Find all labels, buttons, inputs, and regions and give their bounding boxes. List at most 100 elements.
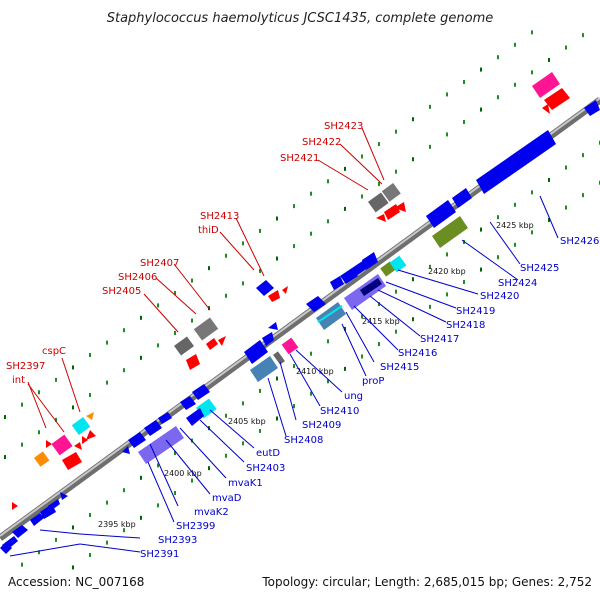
gene-red-2407-b[interactable] — [206, 338, 218, 350]
gene-blue-small-2410[interactable] — [268, 322, 278, 330]
label-sh2424[interactable]: SH2424 — [498, 278, 537, 289]
gene-gray-2406[interactable] — [193, 317, 219, 341]
gene-eutd-b[interactable] — [262, 332, 274, 346]
label-eutd[interactable]: eutD — [256, 448, 280, 459]
gene-red-small-2[interactable] — [46, 440, 52, 448]
gene-red-2423-a[interactable] — [376, 214, 386, 222]
label-sh2403[interactable]: SH2403 — [246, 463, 285, 474]
gene-magenta-2409[interactable] — [281, 337, 299, 355]
gene-red-arrow-1[interactable] — [62, 452, 82, 470]
label-sh2410[interactable]: SH2410 — [320, 406, 359, 417]
label-sh2423[interactable]: SH2423 — [324, 121, 363, 132]
gene-2416[interactable] — [340, 268, 358, 284]
gene-sh2391-a[interactable] — [2, 536, 18, 551]
gene-2418-inner[interactable] — [360, 278, 382, 296]
label-sh2406[interactable]: SH2406 — [118, 272, 157, 283]
gene-orange-small[interactable] — [86, 412, 94, 420]
label-sh2422[interactable]: SH2422 — [302, 137, 341, 148]
track-tick — [395, 129, 397, 134]
gene-blue-2413[interactable] — [256, 280, 274, 296]
gene-ung[interactable] — [306, 296, 326, 312]
label-sh2415[interactable]: SH2415 — [380, 362, 419, 373]
track-tick — [378, 182, 380, 187]
label-sh2420[interactable]: SH2420 — [480, 291, 519, 302]
label-mvak1[interactable]: mvaK1 — [228, 478, 263, 489]
gene-2419[interactable] — [362, 252, 378, 270]
gene-mvak1-a[interactable] — [192, 384, 210, 400]
gene-sh2393-c[interactable] — [48, 499, 60, 510]
gene-2424-a[interactable] — [426, 200, 456, 228]
gene-2426-a[interactable] — [536, 134, 554, 144]
label-sh2408[interactable]: SH2408 — [284, 435, 323, 446]
gene-orange[interactable] — [34, 451, 50, 467]
label-sh2426[interactable]: SH2426 — [560, 236, 599, 247]
label-sh2421[interactable]: SH2421 — [280, 153, 319, 164]
gene-red-arrow-4[interactable] — [82, 436, 88, 444]
gene-red-2423-c[interactable] — [394, 202, 406, 212]
gene-gray-2405[interactable] — [174, 336, 194, 356]
gene-mvad[interactable] — [180, 396, 196, 410]
kbp-label: 2425 kbp — [496, 221, 534, 230]
gene-gray-2422[interactable] — [381, 183, 401, 202]
gene-red-arrow-3[interactable] — [86, 430, 96, 440]
label-sh2417[interactable]: SH2417 — [420, 334, 459, 345]
label-cspc[interactable]: cspC — [42, 346, 66, 357]
label-thid[interactable]: thiD — [198, 225, 219, 236]
gene-cyan-2420[interactable] — [389, 255, 407, 273]
gene-sh2399-d[interactable] — [158, 412, 172, 424]
label-sh2413[interactable]: SH2413 — [200, 211, 239, 222]
gene-red-2407-c[interactable] — [218, 336, 226, 346]
gene-2415-a[interactable] — [330, 276, 344, 290]
track-tick — [446, 252, 448, 257]
kbp-label: 2420 kbp — [428, 267, 466, 276]
label-sh2393[interactable]: SH2393 — [158, 535, 197, 546]
gene-magenta-int[interactable] — [51, 434, 73, 456]
label-sh2416[interactable]: SH2416 — [398, 348, 437, 359]
track-tick — [225, 453, 227, 458]
label-sh2405[interactable]: SH2405 — [102, 286, 141, 297]
label-sh2418[interactable]: SH2418 — [446, 320, 485, 331]
label-mvak2[interactable]: mvaK2 — [194, 507, 229, 518]
gene-cyan-cspc[interactable] — [71, 417, 91, 435]
gene-red-top-a[interactable] — [544, 88, 570, 110]
gene-red-small-3[interactable] — [282, 286, 288, 294]
gene-sh2399-c[interactable] — [144, 420, 162, 436]
gene-red-thid[interactable] — [268, 290, 280, 302]
gene-small-blue-1[interactable] — [60, 492, 68, 500]
gene-blue-right[interactable] — [584, 100, 600, 116]
gene-red-arrow-2[interactable] — [74, 442, 82, 450]
gene-sh2391-b[interactable] — [12, 525, 28, 538]
label-sh2397[interactable]: SH2397 — [6, 361, 45, 372]
gene-sh2399-a[interactable] — [122, 446, 130, 454]
gene-sh2393-a[interactable] — [30, 513, 44, 526]
gene-eutd-a[interactable] — [244, 340, 268, 364]
label-mvad[interactable]: mvaD — [212, 493, 242, 504]
gene-mvak2-purple[interactable] — [138, 426, 184, 464]
label-sh2425[interactable]: SH2425 — [520, 263, 559, 274]
gene-red-2407-a[interactable] — [186, 354, 200, 370]
gene-2424-olive[interactable] — [432, 216, 468, 248]
label-sh2409[interactable]: SH2409 — [302, 420, 341, 431]
label-int[interactable]: int — [12, 375, 25, 386]
gene-magenta-top[interactable] — [532, 72, 560, 98]
gene-gray-2421[interactable] — [368, 192, 389, 213]
gene-blue-2403[interactable] — [186, 408, 204, 426]
gene-sh2399-b[interactable] — [128, 432, 146, 448]
label-sh2407[interactable]: SH2407 — [140, 258, 179, 269]
track-tick — [106, 340, 108, 345]
label-sh2391[interactable]: SH2391 — [140, 549, 179, 560]
track-tick — [446, 92, 448, 97]
gene-red-small-1[interactable] — [12, 502, 18, 510]
track-tick — [548, 217, 550, 222]
label-ung[interactable]: ung — [344, 391, 363, 402]
label-prop[interactable]: proP — [362, 376, 384, 387]
track-tick — [344, 206, 346, 211]
gene-2424-b[interactable] — [452, 188, 472, 208]
gene-red-top-b[interactable] — [542, 104, 550, 114]
gene-gray-small[interactable] — [273, 351, 285, 365]
track-tick — [38, 550, 40, 555]
gene-2425-long[interactable] — [476, 130, 556, 194]
label-sh2399[interactable]: SH2399 — [176, 521, 215, 532]
gene-sh2408-steel[interactable] — [250, 356, 278, 382]
label-sh2419[interactable]: SH2419 — [456, 306, 495, 317]
